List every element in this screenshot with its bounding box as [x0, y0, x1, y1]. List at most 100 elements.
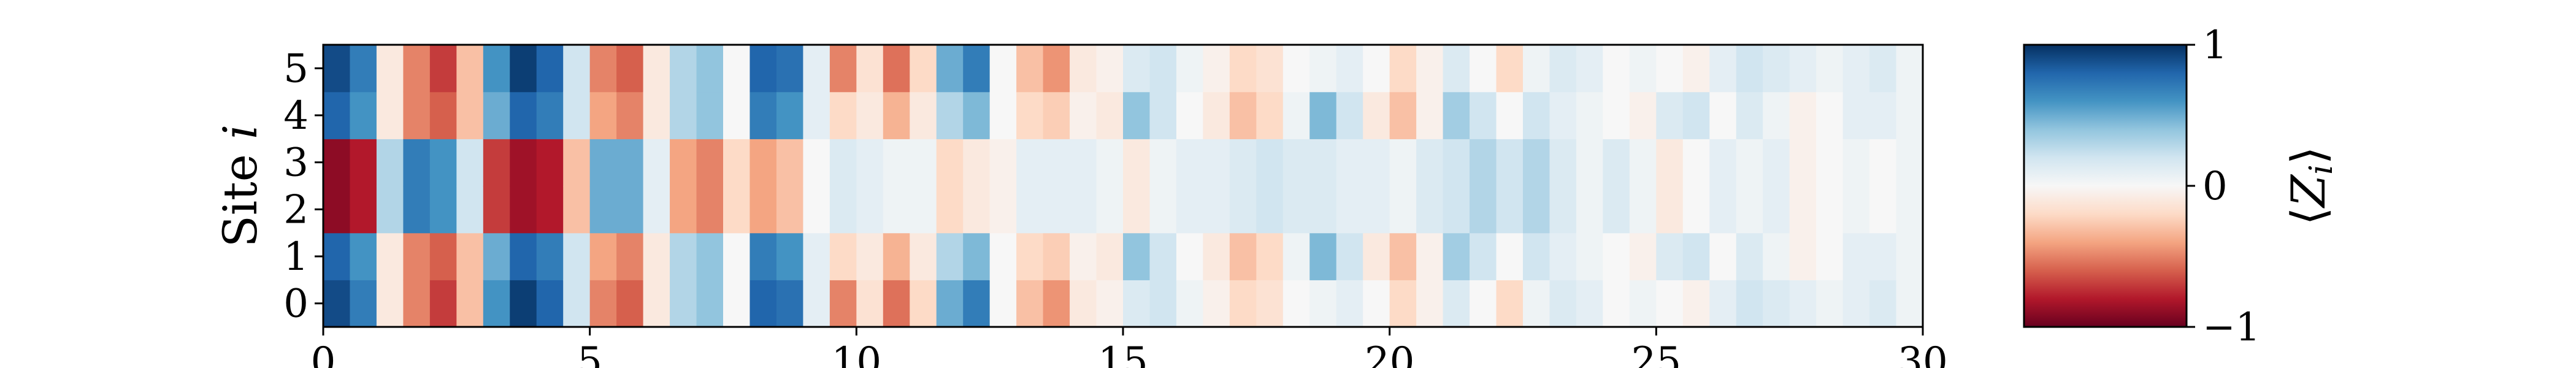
- heatmap-cell: [1096, 45, 1124, 93]
- heatmap-cell: [1149, 280, 1177, 328]
- heatmap-cell: [616, 45, 644, 93]
- heatmap-cell: [510, 139, 537, 186]
- heatmap-cell: [723, 280, 751, 328]
- heatmap-cell: [1816, 280, 1844, 328]
- heatmap-cell: [1096, 280, 1124, 328]
- heatmap-cell: [1496, 232, 1524, 280]
- heatmap-cell: [1549, 139, 1577, 186]
- x-tick-label: 10: [832, 339, 881, 368]
- heatmap-cell: [1363, 139, 1390, 186]
- heatmap-cell: [536, 139, 564, 186]
- heatmap-cell: [1203, 139, 1230, 186]
- heatmap-cell: [376, 280, 404, 328]
- heatmap-cell: [829, 91, 857, 139]
- x-tick-label: 25: [1631, 339, 1681, 368]
- heatmap-cell: [883, 186, 910, 234]
- heatmap-cell: [1470, 232, 1497, 280]
- heatmap-cell: [1896, 280, 1923, 328]
- heatmap-cell: [1896, 91, 1923, 139]
- heatmap-cell: [829, 186, 857, 234]
- heatmap-cell: [776, 139, 803, 186]
- heatmap-cell: [963, 280, 991, 328]
- heatmap-cell: [1443, 139, 1470, 186]
- heatmap-cell: [1309, 232, 1337, 280]
- heatmap-cell: [670, 45, 697, 93]
- heatmap-cell: [1816, 139, 1844, 186]
- heatmap-cell: [1709, 139, 1737, 186]
- y-tick-label: 2: [283, 187, 309, 232]
- heatmap-cell: [883, 139, 910, 186]
- y-axis-label: Site i: [213, 125, 267, 247]
- y-tick-label: 0: [283, 282, 309, 327]
- heatmap-cell: [776, 45, 803, 93]
- heatmap-cell: [1709, 232, 1737, 280]
- heatmap-cell: [1842, 232, 1870, 280]
- heatmap-cell: [1043, 139, 1070, 186]
- x-tick-label: 15: [1098, 339, 1148, 368]
- heatmap-cell: [803, 45, 830, 93]
- heatmap-cell: [1682, 91, 1710, 139]
- heatmap-cell: [1470, 139, 1497, 186]
- heatmap-cell: [589, 91, 617, 139]
- heatmap-cell: [936, 45, 964, 93]
- heatmap-cell: [1309, 139, 1337, 186]
- heatmap-cell: [1149, 139, 1177, 186]
- heatmap-cell: [1416, 139, 1444, 186]
- heatmap-cell: [1842, 91, 1870, 139]
- heatmap-cell: [1523, 232, 1551, 280]
- heatmap-cell: [563, 186, 591, 234]
- heatmap-cell: [803, 232, 830, 280]
- heatmap-cell: [696, 139, 724, 186]
- heatmap-cell: [1736, 45, 1763, 93]
- heatmap-cell: [1282, 186, 1310, 234]
- heatmap-cell: [1682, 45, 1710, 93]
- heatmap-cell: [1869, 232, 1897, 280]
- heatmap-cell: [376, 186, 404, 234]
- heatmap-cell: [510, 232, 537, 280]
- heatmap-cell: [429, 91, 457, 139]
- heatmap-cell: [350, 186, 377, 234]
- heatmap-cell: [749, 45, 777, 93]
- heatmap-cell: [350, 232, 377, 280]
- heatmap-cell: [1656, 139, 1684, 186]
- heatmap-cell: [1016, 91, 1044, 139]
- heatmap-cell: [776, 232, 803, 280]
- heatmap-cell: [723, 45, 751, 93]
- heatmap-cell: [723, 139, 751, 186]
- heatmap-cell: [1149, 91, 1177, 139]
- heatmap-cell: [1282, 139, 1310, 186]
- heatmap-cell: [483, 45, 510, 93]
- x-tick-label: 20: [1365, 339, 1414, 368]
- y-axis-label-text: Site: [213, 154, 267, 247]
- heatmap-cell: [1682, 232, 1710, 280]
- heatmap-cell: [589, 186, 617, 234]
- heatmap-cell: [1176, 232, 1203, 280]
- heatmap-cell: [1763, 186, 1790, 234]
- heatmap-cell: [723, 232, 751, 280]
- heatmap-cell: [1203, 91, 1230, 139]
- heatmap-cell: [776, 280, 803, 328]
- heatmap-cell: [910, 45, 937, 93]
- heatmap-cell: [350, 139, 377, 186]
- heatmap-cell: [1282, 45, 1310, 93]
- heatmap-cell: [510, 280, 537, 328]
- y-axis-label-variable: i: [213, 125, 267, 139]
- heatmap-cell: [1629, 91, 1657, 139]
- heatmap-cell: [1869, 280, 1897, 328]
- heatmap-cell: [456, 280, 484, 328]
- heatmap-cell: [1576, 91, 1603, 139]
- heatmap-cell: [323, 232, 351, 280]
- heatmap-cell: [376, 139, 404, 186]
- colorbar-tick-label: 0: [2202, 164, 2228, 209]
- heatmap-cell: [510, 91, 537, 139]
- heatmap-cell: [483, 91, 510, 139]
- heatmap-cell: [350, 91, 377, 139]
- heatmap-cell: [1256, 91, 1284, 139]
- heatmap-cell: [1389, 91, 1417, 139]
- heatmap-cell: [1896, 45, 1923, 93]
- y-tick-label: 5: [283, 46, 309, 91]
- heatmap-cell: [483, 280, 510, 328]
- heatmap-cell: [856, 91, 884, 139]
- heatmap-cell: [1496, 45, 1524, 93]
